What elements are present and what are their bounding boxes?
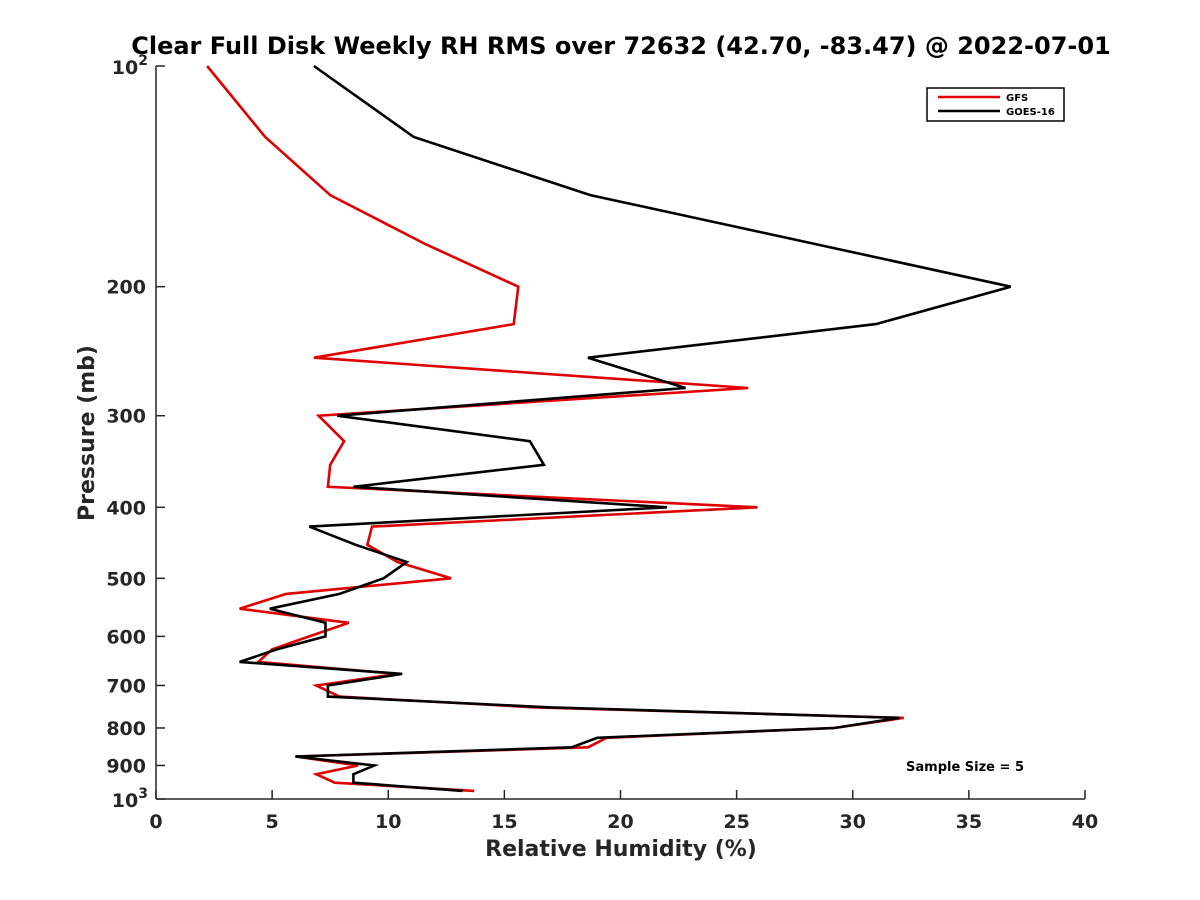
legend-label-gfs: GFS — [1006, 93, 1028, 104]
x-tick-label: 15 — [491, 811, 517, 833]
x-tick-label: 25 — [723, 811, 749, 833]
y-tick-label: 300 — [106, 406, 146, 428]
y-tick-label: 800 — [106, 718, 146, 740]
x-tick-label: 5 — [266, 811, 279, 833]
series-line-goes16 — [239, 64, 1012, 793]
legend-label-goes16: GOES-16 — [1006, 107, 1055, 118]
x-tick-label: 10 — [375, 811, 401, 833]
y-tick-label: 200 — [106, 277, 146, 299]
y-tick-label: 600 — [106, 626, 146, 648]
plot-area — [155, 66, 1085, 800]
x-tick-label: 20 — [607, 811, 633, 833]
x-tick-label: 30 — [840, 811, 866, 833]
x-tick-label: 40 — [1072, 811, 1098, 833]
sample-size-annotation: Sample Size = 5 — [906, 760, 1024, 775]
x-axis-ticks: 0 5 10 15 20 25 30 35 40 — [149, 790, 1098, 833]
y-axis-ticks: 102 200 300 400 500 600 700 800 900 103 — [106, 53, 165, 812]
y-tick-label: 500 — [106, 568, 146, 590]
x-tick-label: 0 — [149, 811, 162, 833]
series-line-gfs — [206, 65, 904, 793]
y-tick-label: 103 — [112, 786, 148, 812]
y-tick-label: 400 — [106, 497, 146, 519]
series-layer — [206, 64, 1012, 793]
y-tick-label: 700 — [106, 675, 146, 697]
legend-box — [926, 87, 1065, 122]
x-axis-label: Relative Humidity (%) — [485, 837, 757, 862]
y-axis-label: Pressure (mb) — [75, 345, 100, 521]
legend: GFS GOES-16 — [926, 87, 1065, 122]
y-tick-label: 900 — [106, 755, 146, 777]
y-tick-label: 102 — [112, 53, 148, 79]
x-tick-label: 35 — [956, 811, 982, 833]
chart-title: Clear Full Disk Weekly RH RMS over 72632… — [131, 32, 1111, 60]
